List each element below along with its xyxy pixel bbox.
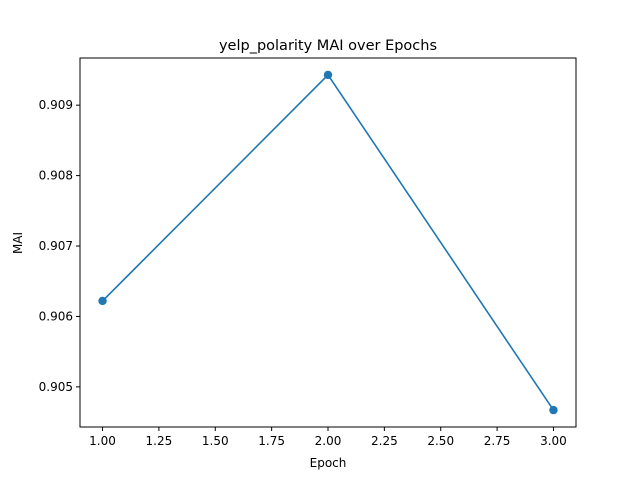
y-axis: 0.905 0.906 0.907 0.908 0.909	[39, 98, 80, 394]
data-point	[98, 296, 107, 306]
y-tick-label: 0.907	[39, 239, 73, 253]
x-tick-label: 2.50	[427, 434, 454, 448]
x-tick-label: 1.25	[146, 434, 173, 448]
x-axis-label: Epoch	[310, 456, 347, 470]
x-axis: 1.00 1.25 1.50 1.75 2.00 2.25 2.50 2.75 3.00	[89, 427, 567, 448]
x-tick-label: 2.75	[484, 434, 511, 448]
x-tick-label: 1.75	[258, 434, 285, 448]
x-tick-label: 3.00	[540, 434, 567, 448]
y-tick-label: 0.908	[39, 169, 73, 183]
x-tick-label: 2.25	[371, 434, 398, 448]
chart-title: yelp_polarity MAI over Epochs	[219, 38, 437, 54]
x-tick-label: 1.50	[202, 434, 229, 448]
x-tick-label: 1.00	[89, 434, 116, 448]
y-axis-label: MAI	[11, 232, 25, 254]
plot-area	[98, 70, 558, 415]
y-tick-label: 0.906	[39, 309, 73, 323]
data-point	[549, 405, 558, 415]
y-tick-label: 0.905	[39, 380, 73, 394]
data-point	[323, 70, 333, 80]
x-tick-label: 2.00	[315, 434, 342, 448]
y-tick-label: 0.909	[39, 98, 73, 112]
